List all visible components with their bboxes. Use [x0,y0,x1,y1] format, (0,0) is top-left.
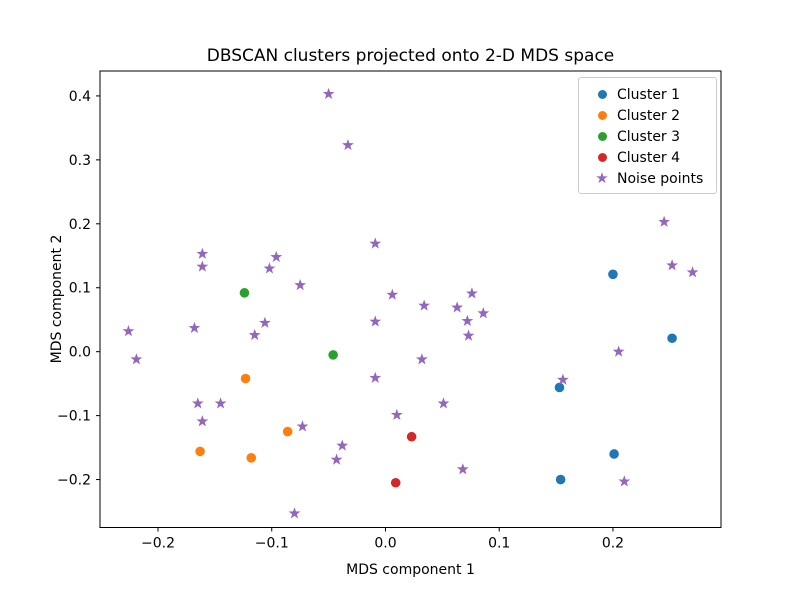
scatter-point [195,446,205,457]
dot-marker-icon [587,153,617,162]
scatter-point [342,138,354,151]
scatter-point [214,397,227,409]
scatter-point [686,266,699,278]
x-tick-label: 0.0 [374,536,396,552]
scatter-point [196,415,209,427]
x-tick-label: −0.2 [141,536,175,552]
scatter-point [330,453,343,465]
scatter-point [240,373,251,384]
y-tick-label: 0.0 [69,345,91,361]
scatter-point [282,426,293,437]
scatter-point [390,408,403,420]
scatter-point [390,477,401,488]
scatter-point [666,259,678,271]
scatter-point [322,87,335,100]
scatter-point [386,288,399,300]
axes-border [99,70,722,528]
legend: Cluster 1 Cluster 2 Cluster 3 Cluster 4 ★ Noi… [578,77,717,194]
scatter-point [288,507,301,519]
legend-item-noise-points: ★ Noise points [579,168,716,189]
x-axis-label: MDS component 1 [346,562,475,578]
star-marker-icon: ★ [595,169,609,187]
scatter-point [246,453,257,463]
scatter-point [122,325,135,337]
scatter-point [612,345,625,357]
scatter-point [369,371,382,383]
x-tick-label: −0.1 [255,536,289,552]
dot-marker-icon [587,111,617,120]
scatter-point [294,278,307,291]
y-tick-label: 0.4 [69,89,91,105]
scatter-point [554,382,565,393]
legend-label: Cluster 3 [617,128,681,145]
scatter-point [188,321,201,334]
scatter-point [406,431,417,442]
y-axis-label: MDS component 2 [49,234,65,364]
scatter-point [263,262,276,274]
scatter-point [462,329,475,341]
scatter-point [456,463,469,475]
scatter-point [557,373,569,385]
scatter-point [296,420,309,432]
scatter-point [466,287,478,299]
scatter-point [270,250,283,263]
scatter-point [418,299,431,311]
dot-marker-icon [587,132,617,141]
scatter-point [608,269,618,280]
dot-marker-icon [587,90,617,99]
x-tick-label: 0.2 [602,536,624,552]
scatter-point [618,475,631,487]
legend-item-cluster-3: Cluster 3 [579,126,716,147]
scatter-point [336,439,349,451]
scatter-point [667,333,677,344]
x-tick-label: 0.1 [488,536,510,552]
scatter-point [328,350,338,360]
legend-item-cluster-2: Cluster 2 [579,105,716,126]
scatter-point [248,328,261,341]
scatter-point [196,247,209,259]
y-tick-label: 0.2 [69,217,91,233]
y-tick-label: 0.1 [69,281,91,297]
scatter-point [461,314,474,326]
scatter-point [239,288,250,298]
scatter-point [259,316,271,328]
scatter-point [555,474,566,485]
chart-title: DBSCAN clusters projected onto 2-D MDS s… [206,46,615,66]
scatter-point [196,260,209,272]
scatter-point [437,397,450,409]
scatter-point [191,397,204,409]
legend-label: Cluster 4 [617,149,681,166]
scatter-point [130,353,143,365]
legend-label: Noise points [617,170,704,187]
legend-item-cluster-4: Cluster 4 [579,147,716,168]
legend-item-cluster-1: Cluster 1 [579,84,716,105]
scatter-point [609,449,619,459]
scatter-point [415,353,428,365]
scatter-point [369,237,382,249]
legend-label: Cluster 1 [617,86,681,103]
scatter-point [477,307,490,319]
scatter-point [658,215,671,227]
y-tick-label: −0.1 [57,409,91,425]
y-tick-label: −0.2 [57,473,91,489]
scatter-point [369,315,382,327]
legend-label: Cluster 2 [617,107,681,124]
y-tick-label: 0.3 [69,153,91,169]
scatter-point [451,301,464,313]
